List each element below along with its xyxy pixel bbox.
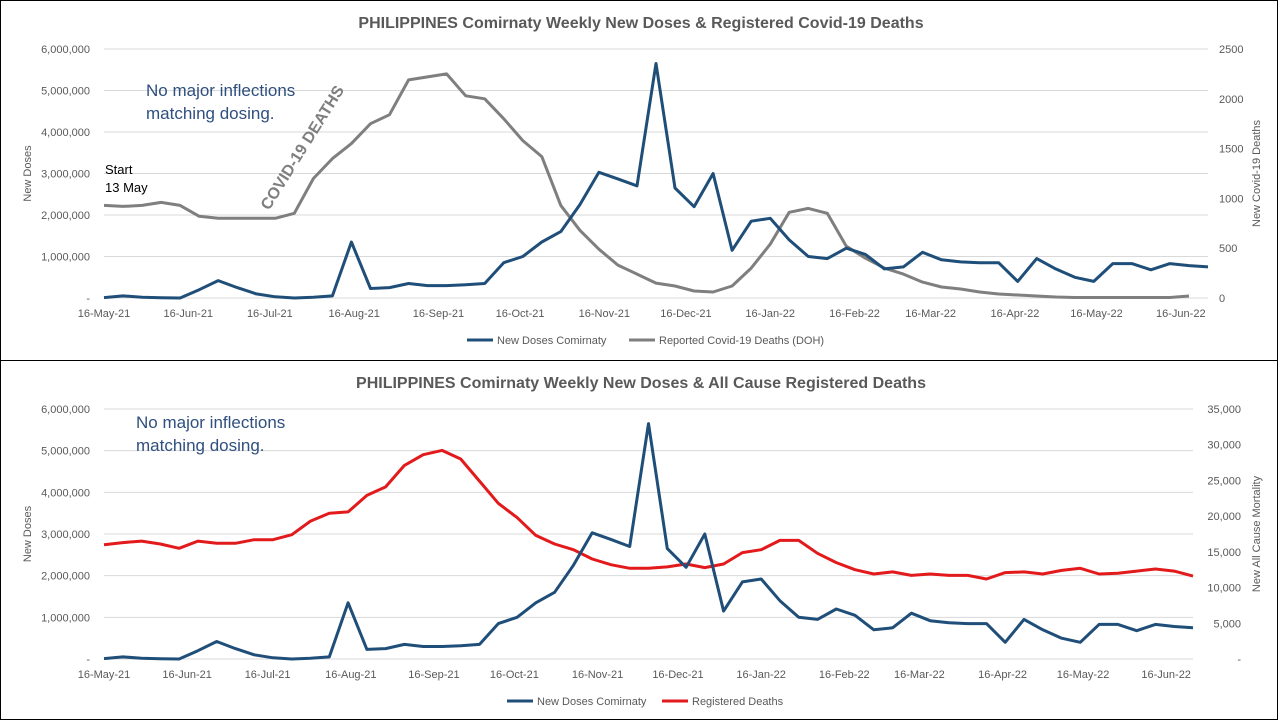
chart-svg-covid-deaths: PHILIPPINES Comirnaty Weekly New Doses &… (22, 15, 1263, 347)
y-tick-label: 4,000,000 (41, 487, 90, 499)
series-line-deaths (103, 448, 1194, 581)
y2-tick-label: 10,000 (1207, 583, 1241, 595)
annotation-no-inflections: No major inflections (136, 413, 285, 432)
y2-tick-label: 500 (1219, 243, 1237, 255)
annotation-start-date: 13 May (105, 180, 148, 195)
x-tick-label: 16-Sep-21 (413, 308, 464, 320)
y-tick-label: 2,000,000 (41, 571, 90, 583)
legend-label: New Doses Comirnaty (497, 335, 607, 347)
x-tick-label: 16-Jun-21 (162, 669, 212, 681)
x-tick-label: 16-Mar-22 (894, 669, 945, 681)
y2-tick-label: 5,000 (1213, 618, 1241, 630)
y-tick-label: 6,000,000 (41, 44, 90, 56)
annotation-no-inflections: No major inflections (146, 81, 295, 100)
y-tick-label: - (86, 293, 90, 305)
annotation-covid-deaths: COVID-19 DEATHS (258, 83, 348, 213)
x-tick-label: 16-Dec-21 (652, 669, 703, 681)
y-axis-label: New Doses (22, 505, 34, 562)
x-tick-label: 16-May-21 (78, 669, 131, 681)
x-tick-label: 16-Apr-22 (990, 308, 1039, 320)
y2-tick-label: 30,000 (1207, 440, 1241, 452)
series-line-deaths (103, 72, 1190, 299)
y2-axis-label: New Covid-19 Deaths (1251, 120, 1263, 227)
y2-tick-label: 15,000 (1207, 547, 1241, 559)
x-tick-label: 16-Jan-22 (736, 669, 786, 681)
x-tick-label: 16-Sep-21 (408, 669, 459, 681)
chart-panel-covid-deaths: PHILIPPINES Comirnaty Weekly New Doses &… (0, 0, 1278, 361)
y2-tick-label: - (1237, 654, 1241, 666)
legend-label: Registered Deaths (692, 696, 784, 708)
x-tick-label: 16-Jun-21 (164, 308, 214, 320)
y-tick-label: 5,000,000 (41, 86, 90, 98)
chart-title: PHILIPPINES Comirnaty Weekly New Doses &… (356, 375, 926, 392)
y-tick-label: 5,000,000 (41, 446, 90, 458)
x-tick-label: 16-Nov-21 (579, 308, 630, 320)
x-tick-label: 16-Feb-22 (829, 308, 880, 320)
x-tick-label: 16-Jun-22 (1156, 308, 1206, 320)
x-tick-label: 16-Jul-21 (245, 669, 291, 681)
y-tick-label: - (86, 654, 90, 666)
x-tick-label: 16-Jun-22 (1141, 669, 1191, 681)
y-tick-label: 1,000,000 (41, 612, 90, 624)
y-axis-label: New Doses (22, 145, 34, 202)
annotation-start-date: Start (105, 162, 133, 177)
x-tick-label: 16-May-21 (78, 308, 131, 320)
y2-tick-label: 25,000 (1207, 475, 1241, 487)
y2-tick-label: 35,000 (1207, 404, 1241, 416)
x-tick-label: 16-Apr-22 (978, 669, 1027, 681)
series-line-new-doses (103, 422, 1194, 661)
chart-panel-all-cause-deaths: PHILIPPINES Comirnaty Weekly New Doses &… (0, 360, 1278, 720)
chart-svg-all-cause-deaths: PHILIPPINES Comirnaty Weekly New Doses &… (22, 375, 1263, 708)
annotation-no-inflections: matching dosing. (146, 104, 275, 123)
y2-axis-label: New All Cause Mortality (1251, 475, 1263, 592)
y2-tick-label: 0 (1219, 293, 1225, 305)
x-tick-label: 16-May-22 (1070, 308, 1123, 320)
x-tick-label: 16-Jul-21 (247, 308, 293, 320)
legend-label: New Doses Comirnaty (537, 696, 647, 708)
legend-label: Reported Covid-19 Deaths (DOH) (659, 335, 824, 347)
y-tick-label: 3,000,000 (41, 169, 90, 181)
y2-tick-label: 2500 (1219, 44, 1243, 56)
x-tick-label: 16-Oct-21 (490, 669, 539, 681)
x-tick-label: 16-Aug-21 (328, 308, 379, 320)
x-tick-label: 16-Mar-22 (905, 308, 956, 320)
y2-tick-label: 2000 (1219, 94, 1243, 106)
x-tick-label: 16-Nov-21 (572, 669, 623, 681)
x-tick-label: 16-Feb-22 (819, 669, 870, 681)
x-tick-label: 16-Oct-21 (496, 308, 545, 320)
chart-title: PHILIPPINES Comirnaty Weekly New Doses &… (358, 15, 923, 32)
y2-tick-label: 20,000 (1207, 511, 1241, 523)
x-tick-label: 16-Dec-21 (660, 308, 711, 320)
y-tick-label: 4,000,000 (41, 127, 90, 139)
series-line-new-doses (103, 62, 1209, 300)
x-tick-label: 16-May-22 (1057, 669, 1110, 681)
y2-tick-label: 1500 (1219, 144, 1243, 156)
y2-tick-label: 1000 (1219, 193, 1243, 205)
annotation-no-inflections: matching dosing. (136, 436, 265, 455)
y-tick-label: 6,000,000 (41, 404, 90, 416)
x-tick-label: 16-Jan-22 (745, 308, 795, 320)
y-tick-label: 1,000,000 (41, 252, 90, 264)
x-tick-label: 16-Aug-21 (325, 669, 376, 681)
y-tick-label: 2,000,000 (41, 210, 90, 222)
y-tick-label: 3,000,000 (41, 529, 90, 541)
